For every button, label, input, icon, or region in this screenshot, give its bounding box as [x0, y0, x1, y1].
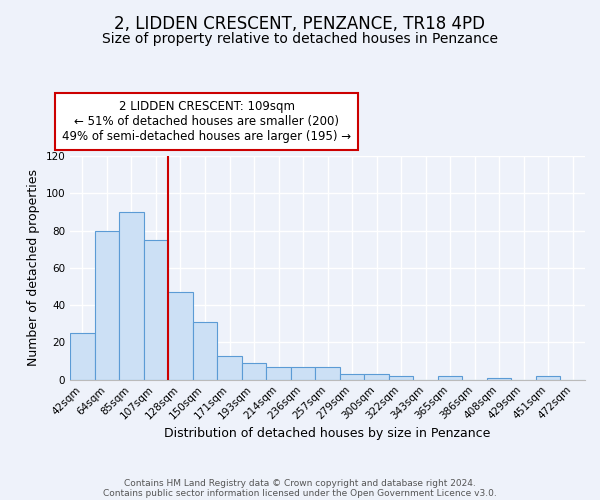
X-axis label: Distribution of detached houses by size in Penzance: Distribution of detached houses by size … [164, 427, 491, 440]
Bar [266, 366, 291, 380]
Text: Contains public sector information licensed under the Open Government Licence v3: Contains public sector information licen… [103, 488, 497, 498]
Bar [316, 366, 340, 380]
Text: 2 LIDDEN CRESCENT: 109sqm
← 51% of detached houses are smaller (200)
49% of semi: 2 LIDDEN CRESCENT: 109sqm ← 51% of detac… [62, 100, 351, 143]
Bar [95, 230, 119, 380]
Bar [364, 374, 389, 380]
Text: Contains HM Land Registry data © Crown copyright and database right 2024.: Contains HM Land Registry data © Crown c… [124, 478, 476, 488]
Y-axis label: Number of detached properties: Number of detached properties [27, 170, 40, 366]
Bar [438, 376, 463, 380]
Bar [144, 240, 168, 380]
Text: 2, LIDDEN CRESCENT, PENZANCE, TR18 4PD: 2, LIDDEN CRESCENT, PENZANCE, TR18 4PD [115, 15, 485, 33]
Bar [389, 376, 413, 380]
Bar [217, 356, 242, 380]
Bar [242, 363, 266, 380]
Bar [193, 322, 217, 380]
Bar [168, 292, 193, 380]
Bar [487, 378, 511, 380]
Bar [70, 333, 95, 380]
Bar [119, 212, 144, 380]
Bar [536, 376, 560, 380]
Bar [291, 366, 316, 380]
Bar [340, 374, 364, 380]
Text: Size of property relative to detached houses in Penzance: Size of property relative to detached ho… [102, 32, 498, 46]
